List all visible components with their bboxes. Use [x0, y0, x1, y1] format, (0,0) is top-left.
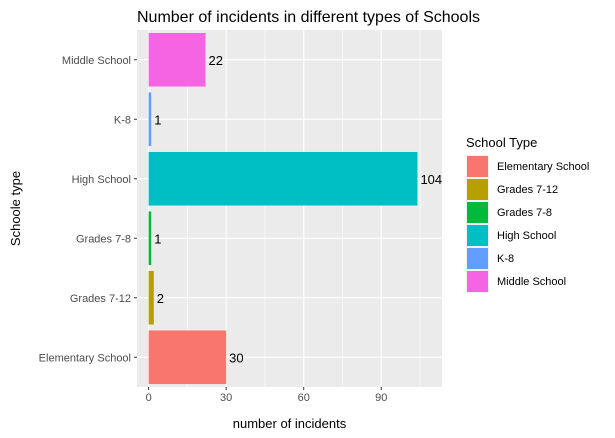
y-axis: Elementary School Grades 7-12 Grades 7-8 Hi…	[39, 55, 137, 364]
data-label: 1	[154, 112, 161, 127]
x-tick-label: 0	[146, 392, 152, 404]
x-axis: 0 30 60 90	[146, 387, 387, 404]
legend-label: High School	[497, 230, 556, 242]
x-tick-label: 90	[375, 392, 387, 404]
bar	[148, 32, 206, 87]
legend-swatch	[467, 271, 488, 292]
bar	[148, 330, 227, 385]
data-labels: 30 2 1 104 1 22	[154, 53, 442, 366]
bar	[148, 151, 418, 206]
legend-title: School Type	[466, 135, 537, 150]
y-tick-label: Elementary School	[39, 352, 131, 364]
y-axis-title: Schoole type	[8, 171, 23, 246]
x-tick-label: 30	[220, 392, 232, 404]
plot-panel	[137, 30, 442, 387]
legend-label: Grades 7-12	[497, 184, 558, 196]
data-label: 22	[208, 53, 222, 68]
legend-label: Elementary School	[497, 161, 589, 173]
bar	[148, 270, 154, 325]
legend-label: Grades 7-8	[497, 207, 552, 219]
x-axis-title: number of incidents	[233, 416, 347, 431]
legend-swatch	[467, 225, 488, 246]
legend-swatch	[467, 202, 488, 223]
bar	[148, 92, 152, 147]
data-label: 1	[154, 231, 161, 246]
data-label: 2	[157, 291, 164, 306]
y-tick-label: Grades 7-12	[70, 293, 131, 305]
legend-label: Middle School	[497, 276, 566, 288]
bar	[148, 211, 152, 266]
legend-swatch	[467, 248, 488, 269]
legend-label: K-8	[497, 253, 514, 265]
data-label: 30	[229, 350, 243, 365]
data-label: 104	[420, 172, 442, 187]
y-tick-label: High School	[72, 174, 131, 186]
y-tick-label: Grades 7-8	[76, 233, 131, 245]
legend-swatch	[467, 179, 488, 200]
y-tick-label: Middle School	[62, 55, 131, 67]
chart-title: Number of incidents in different types o…	[137, 9, 480, 26]
legend-swatch	[467, 156, 488, 177]
y-tick-label: K-8	[114, 114, 131, 126]
bars	[148, 32, 418, 385]
x-tick-label: 60	[298, 392, 310, 404]
legend: School Type Elementary School Grades 7-12…	[466, 135, 589, 293]
